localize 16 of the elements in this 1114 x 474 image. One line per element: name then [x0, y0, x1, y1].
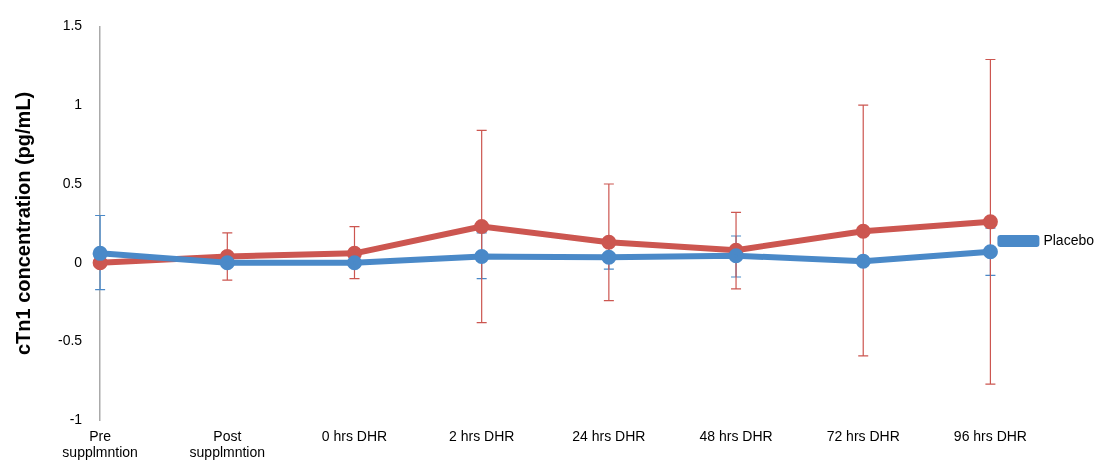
x-tick-label: Post supplmntion — [189, 427, 266, 461]
y-tick-label: 0 — [74, 253, 83, 270]
x-tick-label: 48 hrs DHR — [699, 427, 773, 444]
y-tick-label: -1 — [69, 411, 83, 428]
x-tick-label: 72 hrs DHR — [826, 427, 900, 444]
y-tick-label: 1 — [74, 96, 83, 113]
x-tick-label: 96 hrs DHR — [953, 427, 1027, 444]
x-tick-label: 2 hrs DHR — [448, 427, 515, 444]
legend-label: Placebo — [1043, 231, 1095, 248]
x-tick-label: 0 hrs DHR — [321, 427, 388, 444]
y-axis-title: cTn1 concentration (pg/mL) — [11, 91, 34, 356]
x-tick-label: Pre supplmntion — [62, 427, 138, 461]
y-tick-label: -0.5 — [58, 332, 83, 349]
y-tick-label: 0.5 — [62, 174, 83, 191]
x-tick-label: 24 hrs DHR — [572, 427, 646, 444]
y-tick-label: 1.5 — [62, 17, 83, 34]
